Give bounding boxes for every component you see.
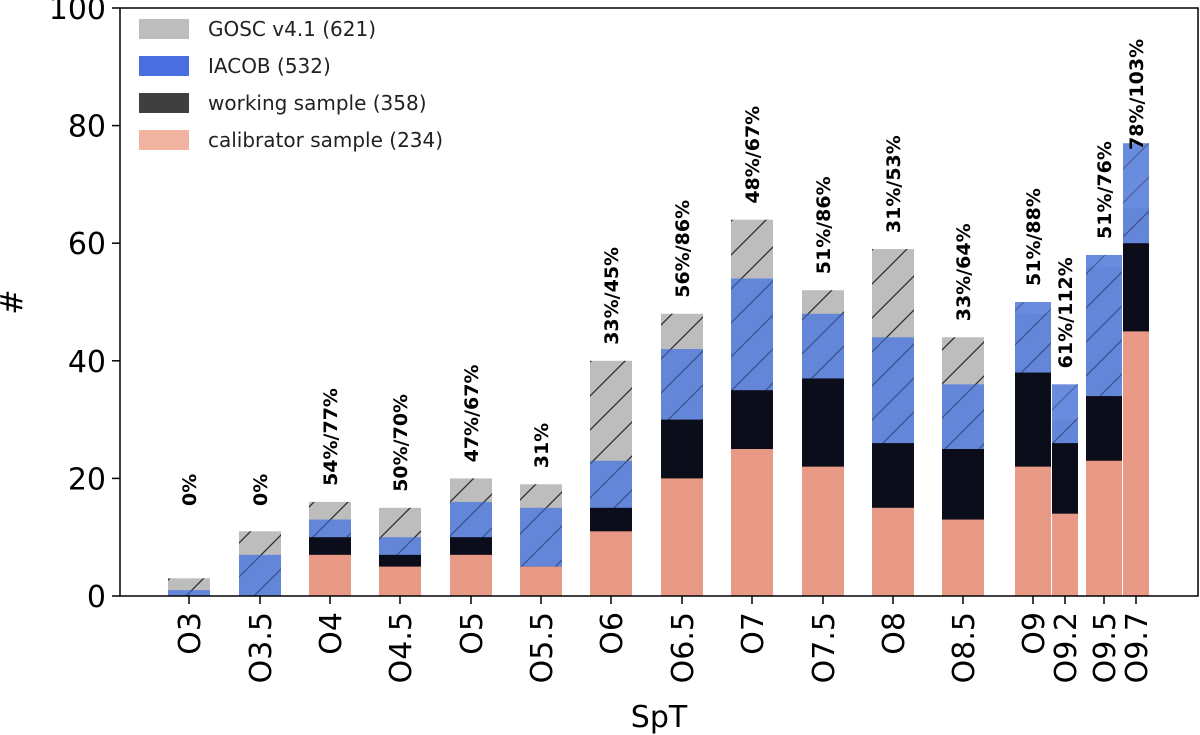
y-tick-label: 20 bbox=[68, 462, 106, 497]
calibrator-bar-o6 bbox=[590, 531, 632, 596]
percentage-label: 54%/77% bbox=[320, 388, 342, 486]
calibrator-bar-o9 bbox=[1015, 466, 1051, 596]
hatch-overlay bbox=[239, 554, 281, 596]
y-axis: 0 20 40 60 80 100 bbox=[49, 0, 120, 615]
legend-swatch bbox=[139, 93, 189, 113]
x-tick-label: O5 bbox=[455, 612, 490, 655]
annotations-layer: 0% 0% 54%/77% 50%/70% 47%/67% 31% 33%/45% 56%/8… bbox=[179, 39, 1148, 506]
x-tick-label: O7 bbox=[736, 612, 771, 655]
x-axis-label: SpT bbox=[631, 700, 688, 735]
percentage-label: 33%/45% bbox=[601, 247, 623, 345]
x-tick-label: O6 bbox=[595, 612, 630, 655]
x-tick-label: O8.5 bbox=[947, 612, 982, 683]
calibrator-bar-o5-5 bbox=[520, 566, 562, 596]
x-axis: O3 O3.5 O4 O4.5 O5 O5.5 O6 O6.5 O7 O7.5 O8 O8.5 O9O9… bbox=[173, 596, 1155, 683]
legend-label: GOSC v4.1 (621) bbox=[208, 17, 376, 41]
x-tick-label: O9.2 bbox=[1049, 612, 1084, 683]
percentage-label: 51%/86% bbox=[813, 176, 835, 274]
percentage-label: 50%/70% bbox=[390, 394, 412, 492]
x-tick-label: O7.5 bbox=[807, 612, 842, 683]
x-tick-label: O3.5 bbox=[244, 612, 279, 683]
x-tick-label: O9.5 bbox=[1088, 612, 1123, 683]
calibrator-bar-o8 bbox=[872, 507, 914, 596]
bars-layer bbox=[168, 143, 1149, 597]
calibrator-bar-o7 bbox=[731, 449, 773, 596]
y-tick-label: 0 bbox=[87, 580, 106, 615]
y-tick-label: 100 bbox=[49, 0, 106, 27]
legend: GOSC v4.1 (621) IACOB (532) working sample… bbox=[139, 17, 443, 152]
calibrator-bar-o9-5 bbox=[1086, 460, 1122, 596]
x-tick-label: O4 bbox=[314, 612, 349, 655]
calibrator-bar-o4-5 bbox=[379, 566, 421, 596]
percentage-label: 33%/64% bbox=[953, 223, 975, 321]
y-tick-label: 40 bbox=[68, 345, 106, 380]
legend-swatch bbox=[139, 19, 189, 39]
x-tick-label: O9 bbox=[1017, 612, 1052, 655]
y-tick-label: 60 bbox=[68, 227, 106, 262]
y-axis-label: # bbox=[0, 289, 30, 314]
legend-label: calibrator sample (234) bbox=[208, 128, 443, 152]
percentage-label: 61%/112% bbox=[1055, 257, 1077, 368]
plot-frame bbox=[119, 7, 1199, 597]
legend-swatch bbox=[139, 56, 189, 76]
calibrator-bar-o5 bbox=[450, 554, 492, 596]
percentage-label: 48%/67% bbox=[742, 106, 764, 204]
percentage-label: 0% bbox=[250, 474, 272, 506]
x-tick-label: O6.5 bbox=[666, 612, 701, 683]
legend-swatch bbox=[139, 130, 189, 150]
percentage-label: 31% bbox=[531, 423, 553, 468]
calibrator-bar-o9-7 bbox=[1123, 331, 1149, 596]
calibrator-bar-o8-5 bbox=[942, 519, 984, 596]
x-tick-label: O8 bbox=[877, 612, 912, 655]
x-tick-label: O5.5 bbox=[525, 612, 560, 683]
legend-label: IACOB (532) bbox=[208, 54, 331, 78]
percentage-label: 51%/88% bbox=[1023, 188, 1045, 286]
calibrator-bar-o6-5 bbox=[661, 478, 703, 596]
percentage-label: 47%/67% bbox=[461, 364, 483, 462]
legend-label: working sample (358) bbox=[208, 91, 427, 115]
y-tick-label: 80 bbox=[68, 110, 106, 145]
calibrator-bar-o4 bbox=[309, 554, 351, 596]
hatch-overlay bbox=[168, 590, 210, 596]
percentage-label: 0% bbox=[179, 474, 201, 506]
percentage-label: 78%/103% bbox=[1126, 39, 1148, 150]
calibrator-bar-o7-5 bbox=[802, 466, 844, 596]
x-tick-label: O9.7 bbox=[1120, 612, 1155, 683]
x-tick-label: O4.5 bbox=[384, 612, 419, 683]
percentage-label: 31%/53% bbox=[883, 135, 905, 233]
percentage-label: 51%/76% bbox=[1094, 141, 1116, 239]
percentage-label: 56%/86% bbox=[672, 200, 694, 298]
calibrator-bar-o9-2 bbox=[1052, 513, 1078, 596]
x-tick-label: O3 bbox=[173, 612, 208, 655]
